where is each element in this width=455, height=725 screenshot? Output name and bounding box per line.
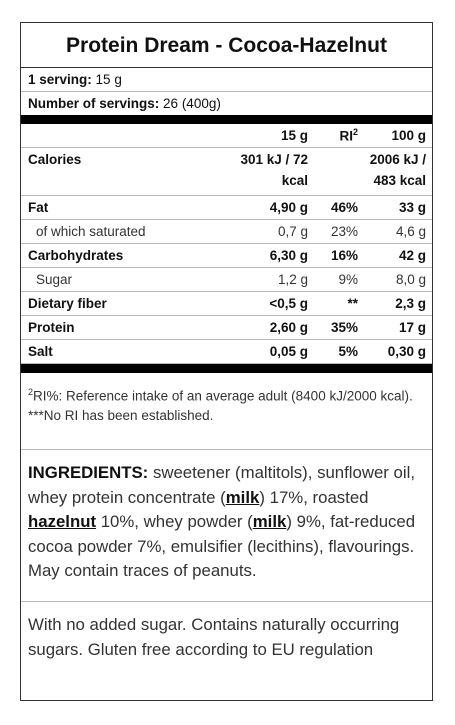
- cell-line: kcal: [281, 173, 308, 188]
- cell: 8,0 g: [362, 267, 432, 292]
- cell: 0,05 g: [236, 339, 314, 364]
- cell: 17 g: [362, 315, 432, 340]
- label-box: Protein Dream - Cocoa-Hazelnut 1 serving…: [20, 22, 433, 701]
- divider-bar: [21, 115, 432, 124]
- nutrient: Calories: [21, 147, 236, 196]
- statement: With no added sugar. Contains naturally …: [28, 615, 400, 659]
- serving: 1 serving: 15 g: [21, 68, 432, 92]
- ri-header: RI: [339, 128, 353, 144]
- cell: **: [314, 291, 362, 316]
- cell: 0,30 g: [362, 339, 432, 364]
- nutrient: Protein: [21, 315, 236, 340]
- ri-sup: 2: [352, 127, 358, 138]
- cell-line: 483 kcal: [373, 173, 426, 188]
- cell: 2,3 g: [362, 291, 432, 316]
- servings-value: 26 (400g): [163, 96, 221, 111]
- row: Sugar 1,2 g 9% 8,0 g: [21, 267, 432, 292]
- header-cell: RI2: [314, 124, 362, 148]
- header-cell: 100 g: [362, 124, 432, 148]
- footnote-text: RI%: Reference intake of an average adul…: [33, 388, 413, 404]
- ingredients-text: 10%, whey powder (: [96, 512, 253, 531]
- cell: 23%: [314, 219, 362, 244]
- cell: 9%: [314, 267, 362, 292]
- cell: 46%: [314, 195, 362, 220]
- allergen: milk: [225, 487, 260, 507]
- nutrient: Dietary fiber: [21, 291, 236, 316]
- cell: 301 kJ / 72 kcal: [236, 147, 314, 196]
- serving-label: 1 serving:: [28, 72, 92, 87]
- serving-value: 15 g: [95, 72, 122, 87]
- footnote: 2RI%: Reference intake of an average adu…: [28, 383, 425, 406]
- cell: 1,2 g: [236, 267, 314, 292]
- nutrient: Fat: [21, 195, 236, 220]
- nutrient: Salt: [21, 339, 236, 364]
- cell: 33 g: [362, 195, 432, 220]
- cell: 4,90 g: [236, 195, 314, 220]
- cell: 6,30 g: [236, 243, 314, 268]
- cell: <0,5 g: [236, 291, 314, 316]
- cell: 2,60 g: [236, 315, 314, 340]
- header-row: 15 g RI2 100 g: [21, 124, 432, 148]
- allergen: hazelnut: [28, 512, 97, 531]
- servings: Number of servings: 26 (400g): [21, 92, 432, 115]
- cell: 35%: [314, 315, 362, 340]
- cell: 16%: [314, 243, 362, 268]
- header-cell: 15 g: [236, 124, 314, 148]
- row: Protein 2,60 g 35% 17 g: [21, 315, 432, 340]
- cell: 0,7 g: [236, 219, 314, 244]
- ingredients-text: ) 17%, roasted: [259, 487, 369, 507]
- ingredients-heading: INGREDIENTS:: [28, 463, 149, 482]
- row: Calories 301 kJ / 72 kcal 2006 kJ / 483 kc…: [21, 147, 432, 196]
- cell: 4,6 g: [362, 219, 432, 244]
- ingredients-text: ) 9%, fat-reduced cocoa powder 7%, emuls…: [28, 512, 416, 580]
- row: Dietary fiber <0,5 g ** 2,3 g: [21, 291, 432, 316]
- footnote: ***No RI has been established.: [28, 407, 214, 423]
- nutrient: of which saturated: [21, 219, 236, 244]
- title: Protein Dream - Cocoa-Hazelnut: [21, 23, 432, 68]
- row: of which saturated 0,7 g 23% 4,6 g: [21, 219, 432, 244]
- cell: 42 g: [362, 243, 432, 268]
- cell: 5%: [314, 339, 362, 364]
- allergen: milk: [252, 512, 287, 531]
- ingredients: INGREDIENTS: sweetener (maltitols), sunf…: [21, 450, 432, 602]
- footnote-sup: 2: [28, 387, 34, 397]
- footnotes: 2RI%: Reference intake of an average adu…: [21, 373, 432, 450]
- cell-line: 301 kJ / 72: [240, 152, 308, 167]
- servings-label: Number of servings:: [28, 96, 160, 111]
- nutrient: Sugar: [21, 267, 236, 292]
- nutrient: Carbohydrates: [21, 243, 236, 268]
- row: Salt 0,05 g 5% 0,30 g: [21, 339, 432, 364]
- ingredients-text: sweetener (maltitols), sunflower oil, wh…: [28, 463, 416, 507]
- nutrition-table: 15 g RI2 100 g Calories 301 kJ / 72 kcal …: [21, 124, 432, 364]
- divider-bar: [21, 364, 432, 373]
- row: Fat 4,90 g 46% 33 g: [21, 195, 432, 220]
- cell: 2006 kJ / 483 kcal: [362, 147, 432, 196]
- cell-line: 2006 kJ /: [369, 152, 426, 167]
- row: Carbohydrates 6,30 g 16% 42 g: [21, 243, 432, 268]
